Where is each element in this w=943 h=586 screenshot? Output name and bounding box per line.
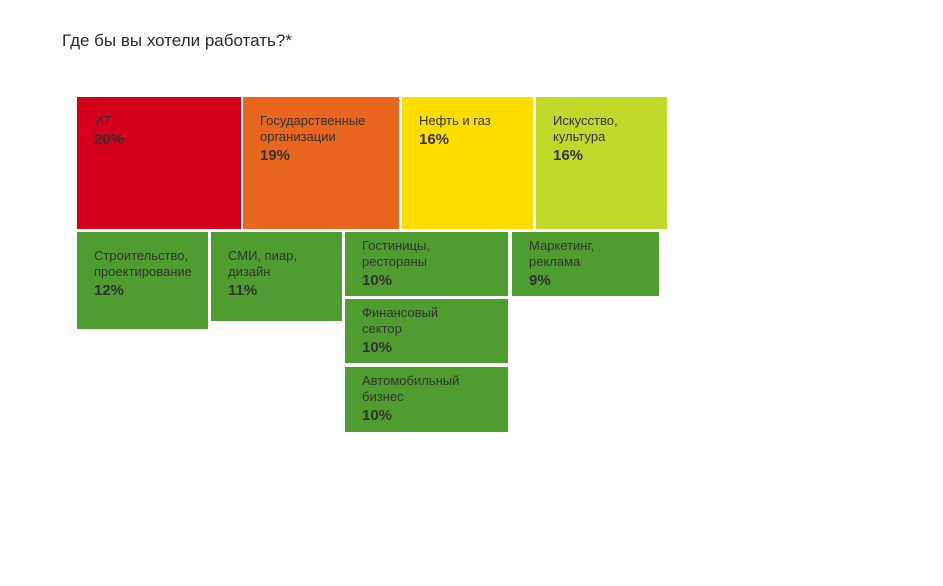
tile-value: 9%: [529, 272, 551, 289]
tile-label: Маркетинг, реклама: [529, 238, 595, 269]
tile-label: Нефть и газ: [419, 113, 491, 128]
tile-label: Строительство, проектирование: [94, 248, 192, 279]
tile-value: 10%: [362, 407, 393, 424]
tile-label: Искусство, культура: [553, 113, 618, 144]
tile-label: Автомобильный бизнес: [362, 373, 460, 404]
treemap-tile: Автомобильный бизнес 10%: [345, 367, 508, 432]
treemap-tile: Финансовый сектор 10%: [345, 299, 508, 363]
treemap-tile: Искусство, культура 16%: [536, 97, 667, 229]
tile-label: Государственные организации: [260, 113, 366, 144]
tile-value: 12%: [94, 282, 125, 299]
tile-value: 16%: [419, 131, 450, 148]
treemap-tile: Нефть и газ 16%: [402, 97, 533, 229]
tile-label: Финансовый сектор: [362, 305, 439, 336]
tile-value: 16%: [553, 147, 584, 164]
treemap-tile: Строительство, проектирование 12%: [77, 232, 208, 329]
tile-value: 10%: [362, 272, 393, 289]
treemap-tile: Государственные организации 19%: [243, 97, 399, 229]
tile-value: 19%: [260, 147, 291, 164]
treemap-tile: ИТ 20%: [77, 97, 241, 229]
treemap-tile: Маркетинг, реклама 9%: [512, 232, 659, 296]
tile-label: Гостиницы, рестораны: [362, 238, 430, 269]
page-title: Где бы вы хотели работать?*: [62, 31, 292, 50]
treemap-tile: СМИ, пиар, дизайн 11%: [211, 232, 342, 321]
treemap-tile: Гостиницы, рестораны 10%: [345, 232, 508, 296]
tile-label: ИТ: [94, 113, 112, 128]
tile-value: 20%: [94, 131, 125, 148]
tile-value: 10%: [362, 339, 393, 356]
tile-label: СМИ, пиар, дизайн: [228, 248, 298, 279]
tile-value: 11%: [228, 282, 258, 299]
